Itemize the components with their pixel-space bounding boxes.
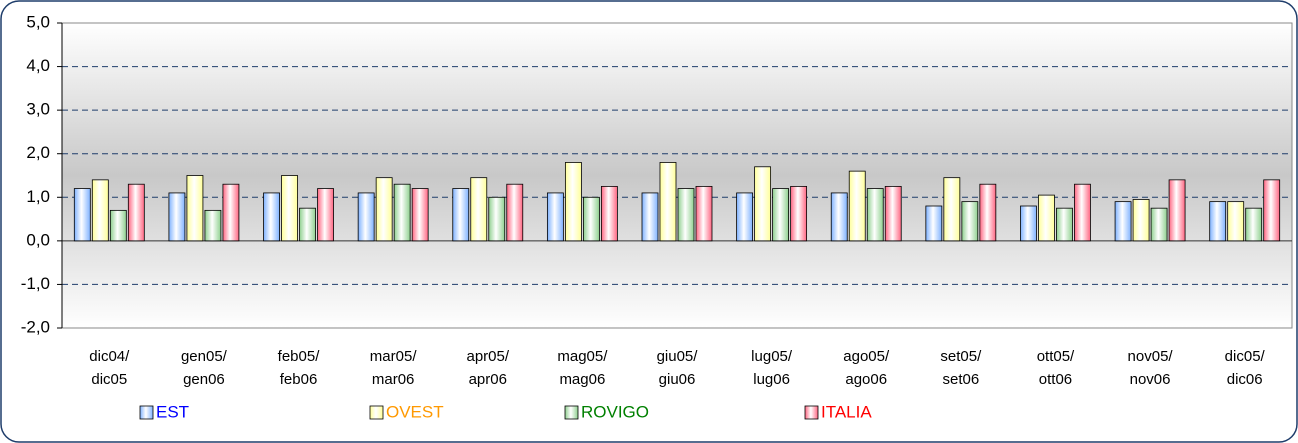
bar <box>222 183 240 242</box>
x-tick-label: gen05/ <box>181 348 228 365</box>
bar <box>488 196 506 242</box>
bar <box>1263 179 1281 242</box>
bar <box>866 188 884 242</box>
bar <box>281 175 298 242</box>
x-tick-label: mag05/ <box>557 348 608 365</box>
y-tick-label: 4,0 <box>26 56 50 75</box>
bar <box>1245 207 1263 242</box>
x-tick-label: dic06 <box>1227 371 1263 388</box>
x-tick-label: set05/ <box>940 348 982 365</box>
x-tick-label: dic04/ <box>89 348 130 365</box>
bar <box>1074 183 1091 242</box>
legend-label: ITALIA <box>821 402 872 421</box>
x-tick-label: set06 <box>942 371 979 388</box>
x-tick-label: nov05/ <box>1128 348 1174 365</box>
x-tick-label: dic05/ <box>1225 348 1266 365</box>
bar <box>1038 194 1055 242</box>
x-tick-label: apr06 <box>469 371 507 388</box>
bar <box>73 188 91 242</box>
bar <box>263 192 280 242</box>
bar <box>186 175 204 242</box>
bar <box>204 209 222 242</box>
bar <box>830 192 848 242</box>
bar <box>91 179 109 242</box>
bar <box>393 183 411 242</box>
y-tick-label: 2,0 <box>26 143 50 162</box>
bar <box>1056 207 1073 242</box>
legend-marker <box>139 405 154 420</box>
bar <box>848 170 866 242</box>
bar <box>452 188 470 242</box>
legend-label: ROVIGO <box>581 402 649 421</box>
bar <box>1020 205 1037 242</box>
x-tick-label: ott06 <box>1039 371 1072 388</box>
y-tick-label: 3,0 <box>26 100 50 119</box>
x-tick-label: mar05/ <box>370 348 418 365</box>
legend-label: EST <box>156 402 189 421</box>
x-tick-label: ott05/ <box>1037 348 1075 365</box>
legend-label: OVEST <box>386 402 444 421</box>
bar <box>736 192 754 242</box>
bar <box>1132 199 1150 242</box>
bar <box>979 183 997 242</box>
x-tick-label: lug06 <box>753 371 790 388</box>
bar <box>659 162 677 242</box>
bar <box>317 188 334 242</box>
y-tick-label: 1,0 <box>26 187 50 206</box>
plot-area <box>61 22 1293 329</box>
bar <box>943 177 961 242</box>
x-tick-label: feb05/ <box>278 348 321 365</box>
x-tick-label: giu05/ <box>657 348 699 365</box>
bar <box>600 185 618 242</box>
bar <box>411 188 429 242</box>
legend-marker <box>369 405 384 420</box>
bar <box>582 196 600 242</box>
bar <box>506 183 524 242</box>
x-tick-label: gen06 <box>183 371 225 388</box>
x-tick-label: feb06 <box>280 371 318 388</box>
bar <box>1114 201 1132 242</box>
x-tick-label: mag06 <box>559 371 605 388</box>
bar <box>127 183 145 242</box>
y-tick-label: 0,0 <box>26 230 50 249</box>
bar <box>299 207 316 242</box>
bar <box>109 209 127 242</box>
x-tick-label: mar06 <box>372 371 415 388</box>
bar <box>1150 207 1168 242</box>
x-tick-label: ago06 <box>845 371 887 388</box>
bar <box>884 185 902 242</box>
bar <box>375 177 393 242</box>
x-tick-label: nov06 <box>1130 371 1171 388</box>
bar <box>641 192 659 242</box>
legend-marker <box>804 405 819 420</box>
bar <box>357 192 375 242</box>
bar <box>677 188 695 242</box>
y-tick-label: -2,0 <box>21 317 50 336</box>
x-tick-label: dic05 <box>91 371 127 388</box>
x-tick-label: ago05/ <box>843 348 890 365</box>
y-tick-label: -1,0 <box>21 274 50 293</box>
bar <box>546 192 564 242</box>
bar <box>1209 201 1227 242</box>
bar <box>925 205 943 242</box>
x-tick-label: lug05/ <box>751 348 793 365</box>
bar <box>695 185 713 242</box>
bar <box>564 162 582 242</box>
bar <box>790 185 808 242</box>
bar <box>961 201 979 242</box>
bar <box>470 177 488 242</box>
bar <box>168 192 186 242</box>
bar <box>1168 179 1186 242</box>
y-tick-label: 5,0 <box>26 12 50 31</box>
bar <box>772 188 790 242</box>
legend-marker <box>564 405 579 420</box>
bar <box>1227 201 1245 242</box>
bar <box>754 166 772 242</box>
x-tick-label: giu06 <box>659 371 696 388</box>
x-tick-label: apr05/ <box>466 348 509 365</box>
